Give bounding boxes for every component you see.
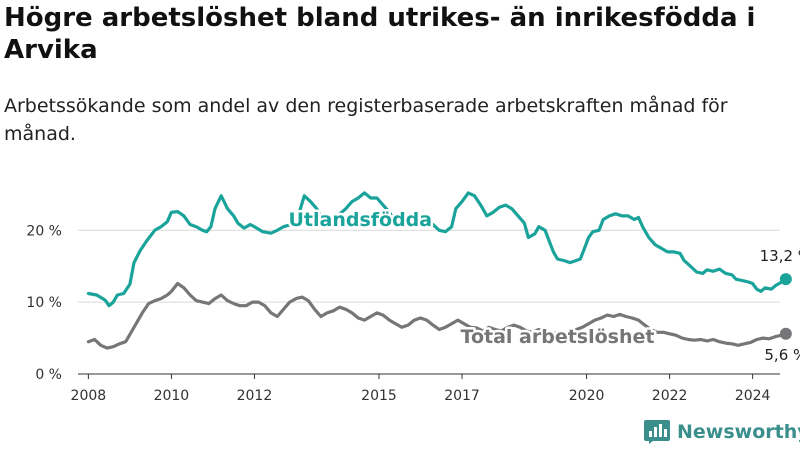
x-tick-label: 2020 (569, 388, 605, 404)
series-end-marker (779, 327, 792, 340)
series-labels: 13,2 % 5,6 % Utlandsfödda Total arbetslöshe… (286, 206, 800, 364)
series-end-label: 13,2 % (760, 247, 800, 265)
brand[interactable]: Newsworthy (644, 418, 800, 446)
page-title: Högre arbetslöshet bland utrikes- än inr… (4, 3, 756, 65)
x-tick-label: 2012 (237, 388, 273, 404)
series-name-total: Total arbetslöshet (461, 326, 655, 348)
x-tick-label: 2008 (71, 388, 107, 404)
gridlines (78, 229, 780, 303)
newsworthy-logo-icon (644, 420, 670, 444)
x-tick-label: 2024 (735, 388, 771, 404)
series-end-marker (779, 273, 792, 286)
series (86, 191, 792, 350)
series-end-label: 5,6 % (764, 346, 800, 364)
chart-subtitle: Arbetssökande som andel av den registerb… (4, 95, 728, 145)
y-tick-label: 10 % (26, 295, 62, 311)
series-line-utlandsfodda (86, 191, 788, 308)
y-tick-label: 20 % (26, 223, 62, 239)
x-tick-label: 2022 (652, 388, 688, 404)
y-tick-label: 0 % (35, 367, 62, 383)
x-tick-label: 2010 (154, 388, 190, 404)
series-name-utlandsfodda: Utlandsfödda (288, 209, 432, 231)
x-tick-label: 2015 (361, 388, 397, 404)
series-line-total (86, 281, 788, 350)
x-tick-label: 2017 (444, 388, 480, 404)
brand-name: Newsworthy (677, 421, 800, 443)
axes: 0 % 10 % 20 % 2008 2010 2012 2015 2017 2020 2022 2… (26, 223, 780, 404)
